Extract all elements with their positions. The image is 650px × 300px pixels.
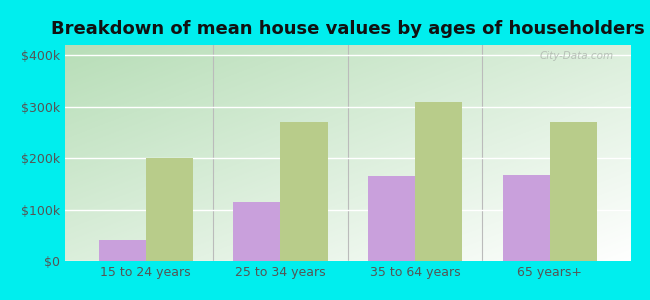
- Title: Breakdown of mean house values by ages of householders: Breakdown of mean house values by ages o…: [51, 20, 645, 38]
- Bar: [233, 202, 280, 261]
- Bar: [502, 175, 550, 261]
- Text: City-Data.com: City-Data.com: [540, 52, 614, 61]
- Legend: Tyler County, Texas: Tyler County, Texas: [246, 299, 450, 300]
- Bar: [368, 176, 415, 261]
- Bar: [146, 158, 193, 261]
- Bar: [415, 102, 462, 261]
- Bar: [280, 122, 328, 261]
- Bar: [99, 240, 146, 261]
- Bar: [550, 122, 597, 261]
